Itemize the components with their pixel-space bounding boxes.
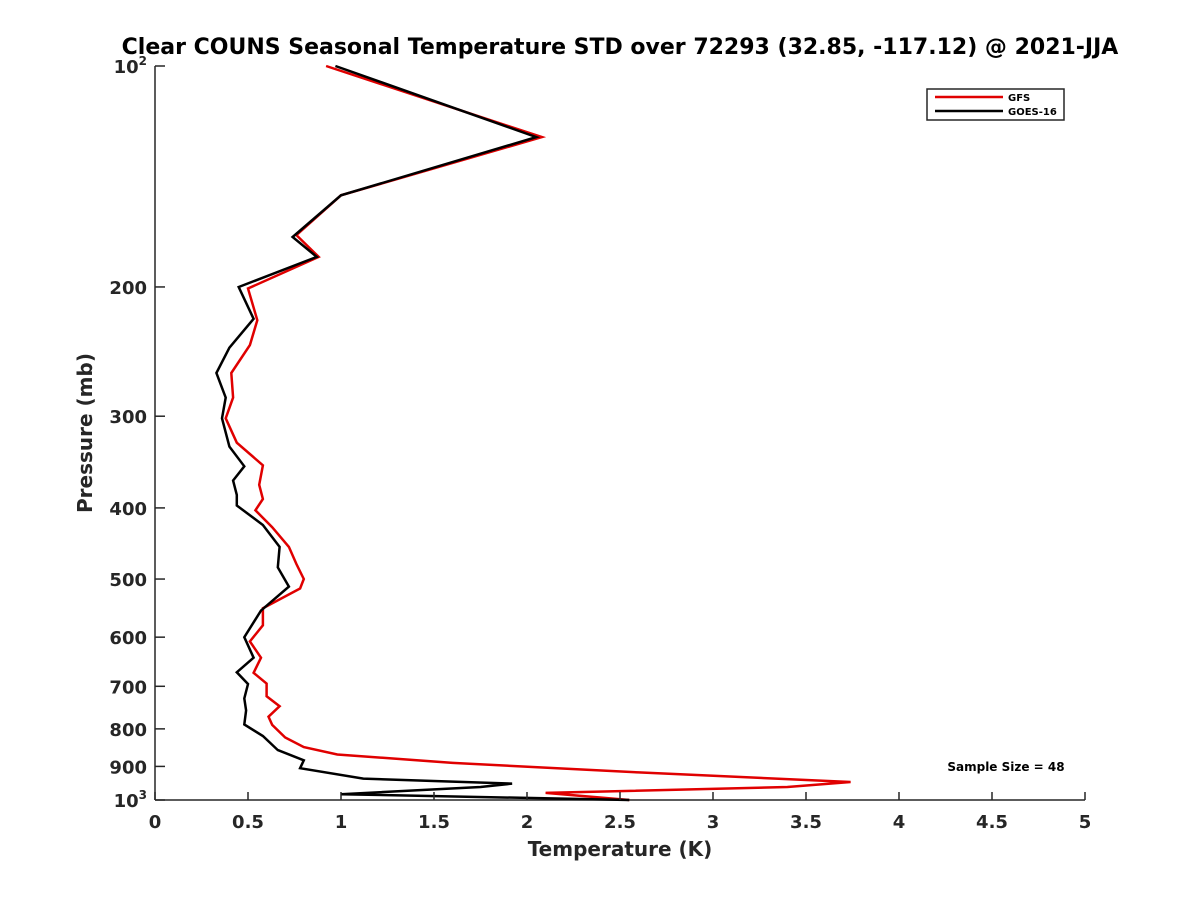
x-tick-label: 4 (893, 812, 906, 833)
y-tick-label: 102 (114, 54, 147, 78)
y-tick-label: 900 (109, 757, 147, 778)
series-line-gfs (224, 64, 851, 802)
legend-label-goes-16: GOES-16 (1008, 107, 1057, 118)
legend: GFS GOES-16 (926, 88, 1065, 121)
x-tick-label: 1.5 (418, 812, 450, 833)
y-ticks: 102 200 300 400 500 600 700 800 900 103 (109, 54, 165, 812)
x-tick-label: 3.5 (790, 812, 822, 833)
x-tick-label: 0 (149, 812, 162, 833)
y-tick-label: 800 (109, 720, 147, 741)
x-tick-label: 5 (1079, 812, 1092, 833)
y-tick-label: 700 (109, 677, 147, 698)
y-tick-label: 400 (109, 499, 147, 520)
x-tick-label: 0.5 (232, 812, 264, 833)
y-tick-label: 200 (109, 278, 147, 299)
plot-area: 0 0.5 1 1.5 2 2.5 3 3.5 4 4.5 5 102 200 300 400 500 600… (109, 54, 1091, 833)
series-layer (215, 64, 851, 802)
legend-box (926, 88, 1065, 121)
y-tick-label: 500 (109, 570, 147, 591)
y-tick-label: 600 (109, 628, 147, 649)
chart-title: Clear COUNS Seasonal Temperature STD ove… (122, 35, 1119, 60)
x-tick-label: 1 (335, 812, 348, 833)
y-tick-label: 103 (114, 788, 147, 812)
x-tick-label: 2 (521, 812, 534, 833)
x-axis-label: Temperature (K) (528, 837, 713, 861)
sample-size-annotation: Sample Size = 48 (947, 760, 1064, 774)
y-axis-label: Pressure (mb) (73, 353, 97, 513)
series-line-goes-16 (215, 64, 630, 802)
y-tick-label: 300 (109, 407, 147, 428)
x-ticks: 0 0.5 1 1.5 2 2.5 3 3.5 4 4.5 5 (149, 792, 1092, 833)
legend-label-gfs: GFS (1008, 93, 1030, 104)
x-tick-label: 2.5 (604, 812, 636, 833)
x-tick-label: 4.5 (976, 812, 1008, 833)
x-tick-label: 3 (707, 812, 720, 833)
